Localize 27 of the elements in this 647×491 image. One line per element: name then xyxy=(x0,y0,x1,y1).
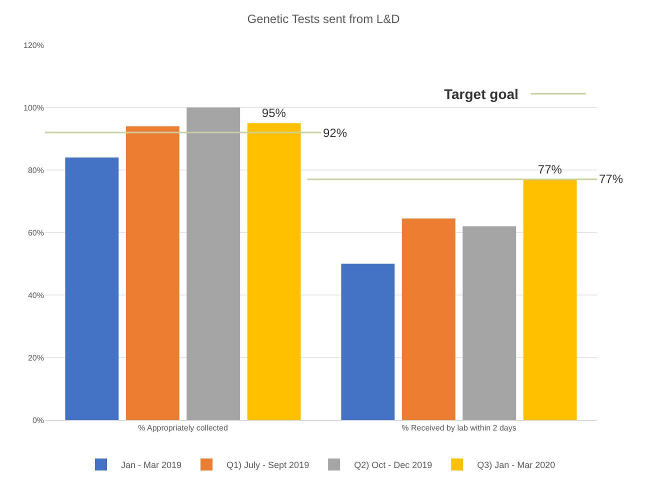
bar xyxy=(186,108,240,420)
y-tick-label: 120% xyxy=(24,40,44,50)
legend-label: Q2) Oct - Dec 2019 xyxy=(354,460,432,470)
y-tick-label: 60% xyxy=(28,228,44,238)
bar xyxy=(247,123,301,420)
ref-line-label: 92% xyxy=(323,126,348,140)
chart-title: Genetic Tests sent from L&D xyxy=(247,12,400,26)
bar xyxy=(462,226,516,420)
data-label: 95% xyxy=(262,106,286,120)
y-tick-label: 100% xyxy=(24,103,44,112)
bar xyxy=(126,126,180,420)
bar xyxy=(341,264,395,420)
annotation: Target goal xyxy=(444,86,518,102)
y-tick-label: 80% xyxy=(28,166,44,175)
bar xyxy=(402,218,456,420)
y-tick-label: 20% xyxy=(28,353,44,362)
bar xyxy=(523,179,577,420)
x-tick-label: % Appropriately collected xyxy=(138,424,228,433)
y-tick-label: 40% xyxy=(28,290,44,300)
y-tick-label: 0% xyxy=(32,416,44,425)
ref-line-label: 77% xyxy=(599,172,624,186)
data-label: 77% xyxy=(538,162,562,176)
legend-label: Q3) Jan - Mar 2020 xyxy=(477,460,556,470)
bar xyxy=(65,158,119,420)
legend-label: Jan - Mar 2019 xyxy=(121,460,182,470)
x-tick-label: % Received by lab within 2 days xyxy=(402,424,516,433)
legend-label: Q1) July - Sept 2019 xyxy=(226,460,310,470)
